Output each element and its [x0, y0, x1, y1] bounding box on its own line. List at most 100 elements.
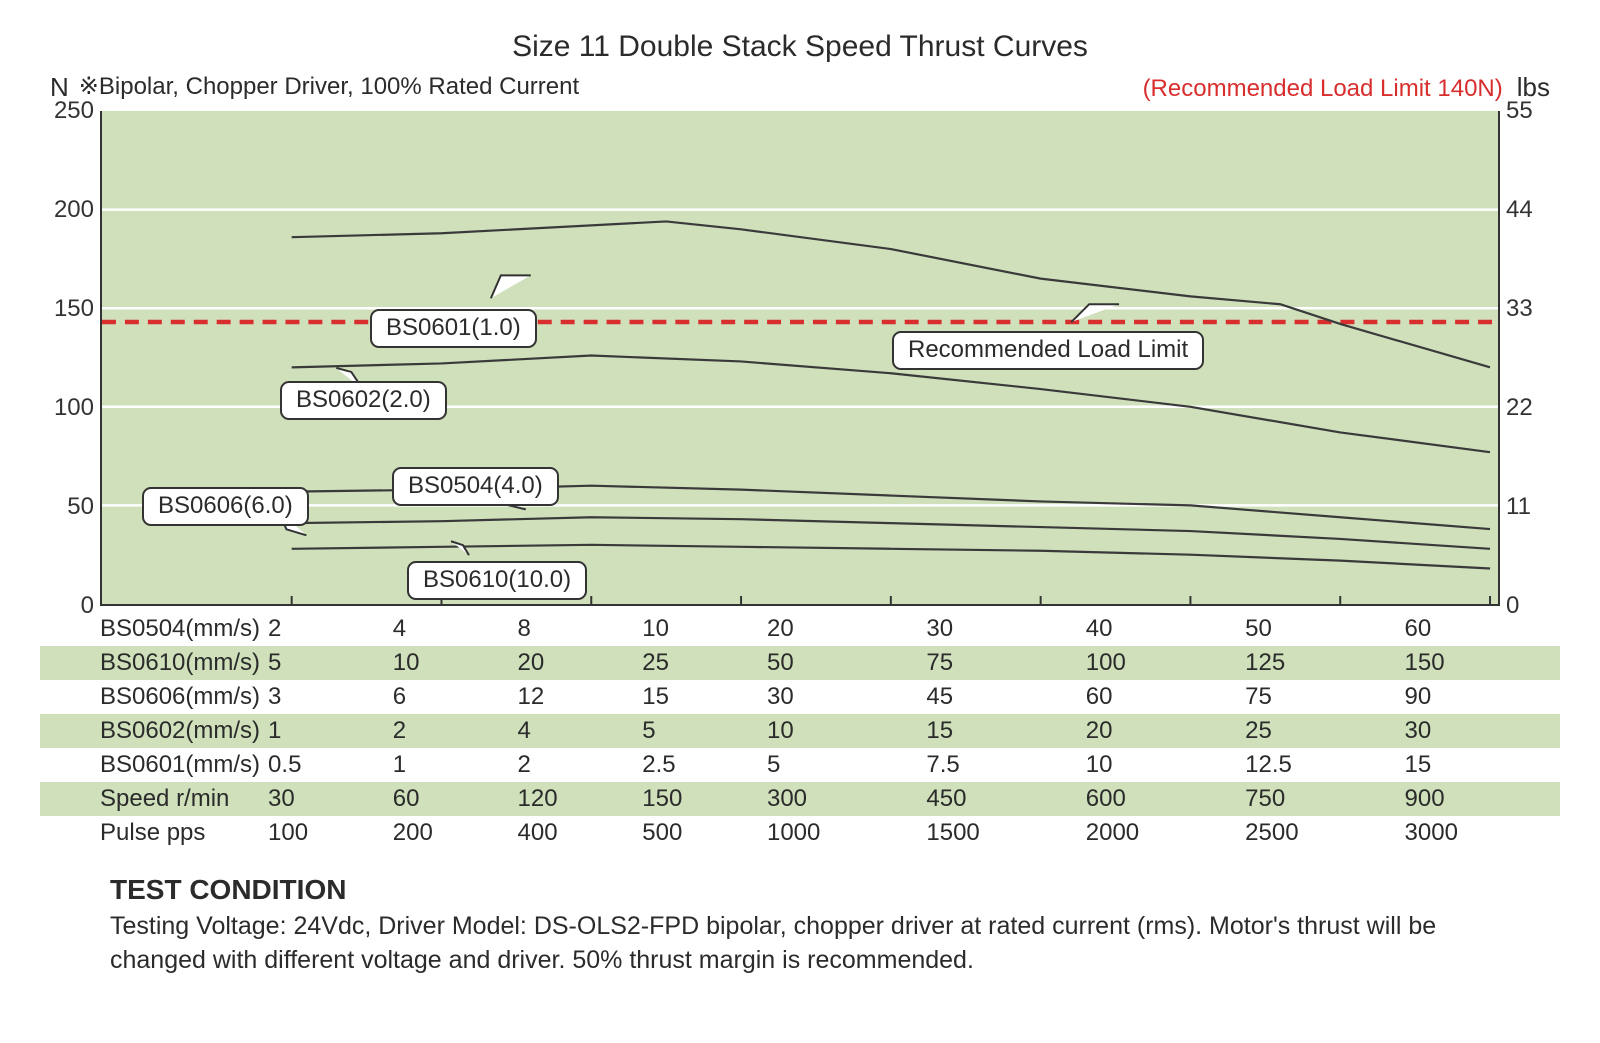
- plot-region: BS0601(1.0) BS0602(2.0) BS0504(4.0) BS0606(…: [100, 111, 1500, 606]
- y-left-tick: 250: [40, 97, 94, 125]
- axis-cell: 8: [514, 612, 639, 646]
- axis-row-label: BS0610(mm/s): [40, 646, 264, 680]
- y-right-tick: 44: [1506, 196, 1560, 224]
- axis-cell: 2500: [1241, 816, 1400, 850]
- axis-cell: 20: [514, 646, 639, 680]
- axis-cell: 25: [638, 646, 763, 680]
- y-right-tick: 33: [1506, 295, 1560, 323]
- axis-cell: 20: [1082, 714, 1241, 748]
- axis-cell: 400: [514, 816, 639, 850]
- axis-cell: 12.5: [1241, 748, 1400, 782]
- axis-cell: 30: [922, 612, 1081, 646]
- y-right-tick: 22: [1506, 394, 1560, 422]
- axis-cell: 150: [638, 782, 763, 816]
- page-root: Size 11 Double Stack Speed Thrust Curves…: [0, 0, 1600, 1043]
- axis-cell: 450: [922, 782, 1081, 816]
- axis-cell: 30: [264, 782, 389, 816]
- axis-table-row: BS0606(mm/s)3612153045607590: [40, 680, 1560, 714]
- axis-table-row: Pulse pps1002004005001000150020002500300…: [40, 816, 1560, 850]
- chart-area: 050100150200250 01122334455 BS0601(1.0)B…: [40, 111, 1560, 606]
- y-left-tick: 150: [40, 295, 94, 323]
- axis-table-row: BS0504(mm/s)248102030405060: [40, 612, 1560, 646]
- axis-cell: 500: [638, 816, 763, 850]
- axis-cell: 20: [763, 612, 922, 646]
- series-callout: BS0602(2.0): [280, 381, 447, 420]
- y-right-tick: 55: [1506, 97, 1560, 125]
- axis-cell: 0.5: [264, 748, 389, 782]
- series-callout: BS0606(6.0): [142, 487, 309, 526]
- axis-cell: 1: [264, 714, 389, 748]
- chart-title: Size 11 Double Stack Speed Thrust Curves: [40, 30, 1560, 64]
- axis-row-label: BS0606(mm/s): [40, 680, 264, 714]
- axis-cell: 15: [922, 714, 1081, 748]
- axis-cell: 15: [638, 680, 763, 714]
- axis-cell: 2: [264, 612, 389, 646]
- series-callout: BS0601(1.0): [370, 309, 537, 348]
- y-left-tick: 200: [40, 196, 94, 224]
- axis-cell: 1: [389, 748, 514, 782]
- axis-cell: 600: [1082, 782, 1241, 816]
- axis-cell: 3: [264, 680, 389, 714]
- y-left-axis-labels: 050100150200250: [40, 111, 94, 606]
- axis-cell: 125: [1241, 646, 1400, 680]
- axis-row-label: BS0602(mm/s): [40, 714, 264, 748]
- axis-cell: 100: [264, 816, 389, 850]
- axis-cell: 2000: [1082, 816, 1241, 850]
- chart-header: N ※Bipolar, Chopper Driver, 100% Rated C…: [40, 72, 1560, 107]
- axis-cell: 750: [1241, 782, 1400, 816]
- axis-cell: 30: [763, 680, 922, 714]
- series-callout: BS0610(10.0): [407, 561, 587, 600]
- axis-cell: 10: [389, 646, 514, 680]
- y-left-tick: 0: [40, 592, 94, 620]
- axis-cell: 10: [638, 612, 763, 646]
- axis-row-label: Pulse pps: [40, 816, 264, 850]
- axis-cell: 12: [514, 680, 639, 714]
- y-right-axis-labels: 01122334455: [1506, 111, 1560, 606]
- axis-table-row: Speed r/min3060120150300450600750900: [40, 782, 1560, 816]
- test-condition: TEST CONDITION Testing Voltage: 24Vdc, D…: [50, 874, 1550, 978]
- axis-cell: 60: [389, 782, 514, 816]
- recommended-limit-note: (Recommended Load Limit 140N): [1143, 75, 1503, 103]
- axis-cell: 75: [922, 646, 1081, 680]
- axis-cell: 5: [638, 714, 763, 748]
- axis-cell: 50: [1241, 612, 1400, 646]
- axis-cell: 25: [1241, 714, 1400, 748]
- axis-cell: 10: [763, 714, 922, 748]
- y-right-tick: 11: [1506, 493, 1560, 521]
- header-left: N ※Bipolar, Chopper Driver, 100% Rated C…: [50, 72, 579, 103]
- axis-row-label: BS0601(mm/s): [40, 748, 264, 782]
- header-right: (Recommended Load Limit 140N) lbs: [1143, 72, 1550, 103]
- y-left-tick: 50: [40, 493, 94, 521]
- axis-cell: 2: [389, 714, 514, 748]
- axis-cell: 150: [1401, 646, 1560, 680]
- axis-cell: 7.5: [922, 748, 1081, 782]
- axis-table-row: BS0610(mm/s)51020255075100125150: [40, 646, 1560, 680]
- test-condition-title: TEST CONDITION: [110, 874, 1490, 906]
- axis-cell: 3000: [1401, 816, 1560, 850]
- axis-cell: 40: [1082, 612, 1241, 646]
- axis-cell: 900: [1401, 782, 1560, 816]
- x-axis-table: BS0504(mm/s)248102030405060BS0610(mm/s)5…: [40, 612, 1560, 850]
- axis-cell: 5: [763, 748, 922, 782]
- axis-cell: 4: [514, 714, 639, 748]
- series-callout: BS0504(4.0): [392, 467, 559, 506]
- axis-cell: 15: [1401, 748, 1560, 782]
- test-condition-text: Testing Voltage: 24Vdc, Driver Model: DS…: [110, 910, 1490, 978]
- axis-cell: 2.5: [638, 748, 763, 782]
- y-right-tick: 0: [1506, 592, 1560, 620]
- axis-cell: 30: [1401, 714, 1560, 748]
- axis-cell: 50: [763, 646, 922, 680]
- axis-cell: 300: [763, 782, 922, 816]
- axis-cell: 60: [1082, 680, 1241, 714]
- axis-cell: 1500: [922, 816, 1081, 850]
- y-left-tick: 100: [40, 394, 94, 422]
- axis-cell: 5: [264, 646, 389, 680]
- config-note: ※Bipolar, Chopper Driver, 100% Rated Cur…: [79, 72, 579, 103]
- limit-callout: Recommended Load Limit: [892, 331, 1204, 370]
- axis-cell: 6: [389, 680, 514, 714]
- axis-cell: 1000: [763, 816, 922, 850]
- plot-svg: [102, 111, 1498, 604]
- axis-cell: 100: [1082, 646, 1241, 680]
- axis-cell: 75: [1241, 680, 1400, 714]
- axis-row-label: Speed r/min: [40, 782, 264, 816]
